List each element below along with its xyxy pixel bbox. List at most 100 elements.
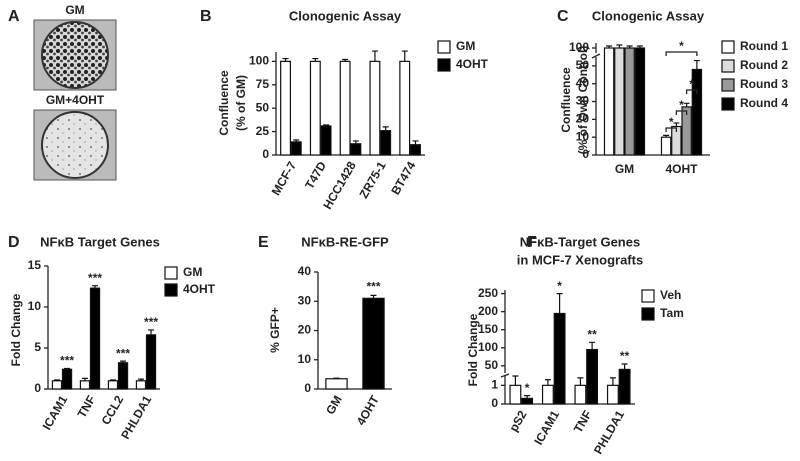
legend-label: 4OHT: [456, 57, 489, 71]
error-bar: [109, 379, 116, 381]
x-tick-label: MCF-7: [269, 159, 300, 198]
dish-caption: GM: [65, 3, 84, 17]
legend-swatch: [721, 97, 735, 111]
error-bar: [663, 134, 670, 138]
error-bar: [609, 377, 616, 386]
y-tick-label: 50: [485, 358, 499, 372]
error-bar: [137, 378, 144, 381]
significance: *: [525, 381, 530, 395]
y-tick-label: 200: [478, 304, 498, 318]
bar: [521, 397, 534, 405]
comparison-bracket: [685, 89, 698, 94]
chart-title: Clonogenic Assay: [289, 8, 402, 23]
bar: [624, 47, 635, 156]
error-bar: [544, 379, 551, 386]
chart-title: NFκB-Target Genes: [520, 234, 640, 249]
significance: ***: [60, 354, 74, 368]
error-bar: [524, 395, 531, 399]
y-tick-label: 100: [478, 340, 498, 354]
legend-label: 4OHT: [183, 282, 216, 296]
bar: [280, 60, 291, 156]
legend-swatch: [641, 289, 655, 303]
error-bar: [606, 45, 613, 48]
legend-label: Round 3: [740, 77, 788, 91]
y-tick-label: 10: [298, 352, 312, 366]
error-bar: [693, 59, 700, 70]
x-tick-label: ICAM1: [531, 408, 562, 448]
significance: ***: [144, 315, 158, 329]
x-tick-label: CCL2: [99, 393, 127, 427]
error-bar: [626, 45, 633, 48]
significance: **: [587, 327, 597, 341]
y-tick-label: 20: [298, 323, 312, 337]
x-tick-label: T47D: [302, 159, 329, 192]
error-bar: [636, 45, 643, 48]
bar: [586, 348, 599, 405]
panel-letter: F: [527, 234, 537, 251]
legend-swatch: [164, 266, 178, 280]
panel-letter: B: [200, 8, 212, 25]
y-tick-label: 0: [304, 381, 311, 395]
y-axis-label: Fold Change: [466, 313, 480, 386]
panel-letter: E: [258, 234, 269, 251]
significance: *: [557, 279, 562, 293]
error-bar: [577, 377, 584, 386]
bar: [660, 136, 672, 156]
bar: [107, 380, 119, 390]
x-tick-label: pS2: [506, 408, 529, 434]
y-tick-label: 0: [262, 147, 269, 161]
legend-swatch: [721, 40, 735, 54]
error-bar: [616, 44, 623, 48]
y-axis-label: (% of Own Control): [576, 46, 590, 155]
error-bar: [282, 57, 289, 62]
error-bar: [556, 293, 563, 314]
significance: **: [620, 349, 630, 363]
panel-letter: C: [557, 8, 569, 25]
x-tick-label: TNF: [571, 408, 595, 435]
bar: [145, 334, 157, 390]
error-bar: [92, 285, 99, 289]
panel-letter: D: [8, 234, 20, 251]
dish-caption: GM+4OHT: [46, 93, 105, 107]
panel-letter: A: [8, 8, 20, 25]
error-bar: [323, 124, 330, 126]
bar: [369, 60, 381, 156]
significance: *: [689, 77, 694, 91]
y-tick-label: 40: [298, 264, 312, 278]
error-bar: [352, 140, 359, 144]
legend-swatch: [437, 58, 451, 72]
comparison-bracket: [665, 127, 678, 132]
y-axis-label: Confluence: [559, 67, 573, 133]
bar: [380, 130, 392, 156]
x-tick-label: GM: [323, 393, 345, 417]
x-tick-label: TNF: [75, 393, 99, 420]
significance: *: [679, 98, 684, 112]
error-bar: [401, 50, 408, 62]
bar: [135, 380, 147, 390]
error-bar: [148, 329, 155, 335]
bar: [350, 143, 362, 156]
y-tick-label: 250: [478, 286, 498, 300]
legend-label: GM: [456, 39, 475, 53]
x-tick-label: ICAM1: [40, 393, 71, 433]
y-tick-label: 0: [491, 396, 498, 410]
x-tick-label: GM: [615, 162, 634, 176]
y-tick-label: 75: [256, 77, 270, 91]
error-bar: [342, 58, 349, 62]
bar: [606, 384, 619, 405]
legend-label: Round 2: [740, 58, 788, 72]
chart-title: in MCF-7 Xenografts: [517, 252, 643, 267]
error-bar: [120, 360, 127, 363]
bar: [574, 384, 587, 405]
legend-label: Round 1: [740, 39, 788, 53]
bar: [325, 378, 348, 390]
legend-label: Round 4: [740, 96, 788, 110]
y-axis-label: Confluence: [217, 70, 231, 136]
bar: [320, 125, 332, 156]
comparison-bracket: [665, 51, 698, 56]
error-bar: [370, 294, 377, 299]
legend-swatch: [437, 40, 451, 54]
error-bar: [673, 122, 680, 127]
error-bar: [81, 377, 88, 381]
